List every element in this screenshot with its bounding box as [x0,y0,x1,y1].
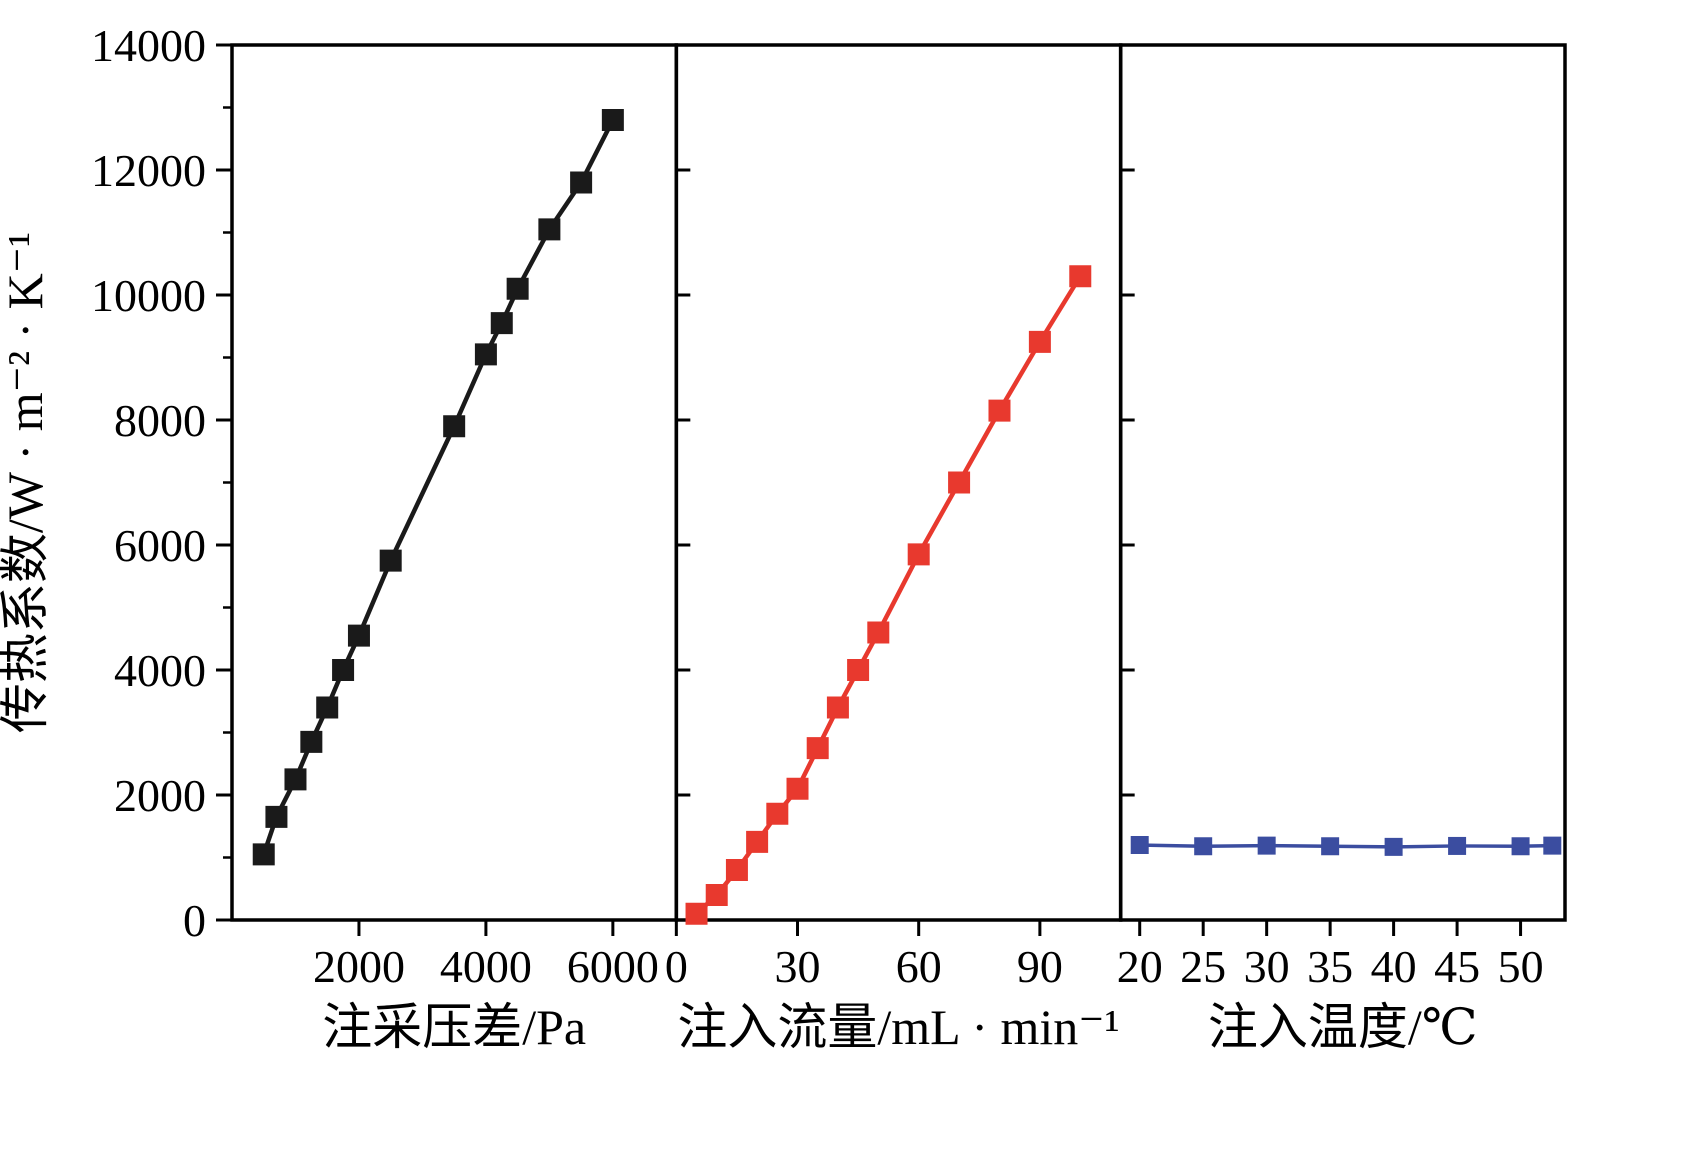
x-tick-label: 50 [1498,941,1544,992]
data-point [705,884,728,906]
data-point [300,730,323,753]
panel-flow: 0 30 60 90 注入流量/mL · min⁻¹ [665,43,1123,1055]
data-point [867,621,890,644]
y-tick-label: 0 [183,895,206,946]
data-point [379,549,402,572]
x-tick-label: 60 [896,941,942,992]
panel-frame [674,43,1123,922]
x-tick-label: 40 [1371,941,1417,992]
data-point [847,659,870,681]
data-point [474,343,497,366]
x-tick-label: 30 [1244,941,1290,992]
y-tick-label: 10000 [91,270,206,321]
data-point [988,399,1011,422]
data-point [265,805,288,828]
y-tick-label: 4000 [114,645,206,696]
data-point [490,312,513,335]
data-point [347,624,370,647]
data-line-flow [694,275,1083,916]
y-tick-label: 8000 [114,395,206,446]
panel-pressure: 2000 4000 6000 注采压差/Pa [230,43,679,1055]
data-point [1130,836,1149,854]
data-point [316,696,339,719]
x-tick-label: 2000 [313,941,405,992]
y-tick-label: 6000 [114,520,206,571]
panel-frame [1118,43,1567,922]
panel-temperature: 20 25 30 35 40 45 50 注入温度/℃ [1117,43,1567,1055]
data-point [685,902,708,925]
data-point [601,109,624,131]
data-point [1028,330,1051,353]
x-tick-label: 20 [1117,941,1163,992]
y-axis: 0 2000 4000 6000 8000 10000 12000 14000 [91,20,232,946]
data-point [1321,837,1340,856]
x-tick-label: 30 [775,941,821,992]
x-tick-label: 6000 [567,941,659,992]
x-axis-title: 注采压差/Pa [322,999,586,1055]
data-point [570,171,593,194]
data-point [806,737,829,760]
x-tick-label: 45 [1434,941,1480,992]
x-tick-label: 35 [1307,941,1353,992]
x-tick-label: 25 [1180,941,1226,992]
y-tick-label: 2000 [114,770,206,821]
x-tick-label: 0 [665,941,688,992]
data-point [252,843,275,866]
data-point [1448,836,1467,855]
data-point [284,768,307,791]
y-axis-title: 传热系数/W · m⁻² · K⁻¹ [0,232,53,733]
x-tick-label: 4000 [440,941,532,992]
data-point [1384,837,1403,856]
data-point [506,277,529,300]
y-tick-label: 14000 [91,20,206,71]
data-point [1194,837,1213,856]
x-tick-label: 90 [1017,941,1063,992]
data-point [725,859,748,881]
y-tick-label: 12000 [91,145,206,196]
data-point [538,218,561,241]
data-line-temperature [1139,843,1553,849]
data-point [443,415,466,438]
data-point [1543,836,1562,855]
data-point [1511,837,1530,856]
data-point [907,543,930,566]
data-point [1257,836,1276,855]
x-axis-title: 注入温度/℃ [1208,999,1478,1055]
data-point [826,696,849,719]
x-axis-title: 注入流量/mL · min⁻¹ [677,999,1119,1055]
data-point [746,830,769,853]
data-point [1069,265,1092,288]
data-point [332,659,355,681]
data-point [948,471,971,494]
data-point [766,802,789,825]
data-point [786,777,809,800]
